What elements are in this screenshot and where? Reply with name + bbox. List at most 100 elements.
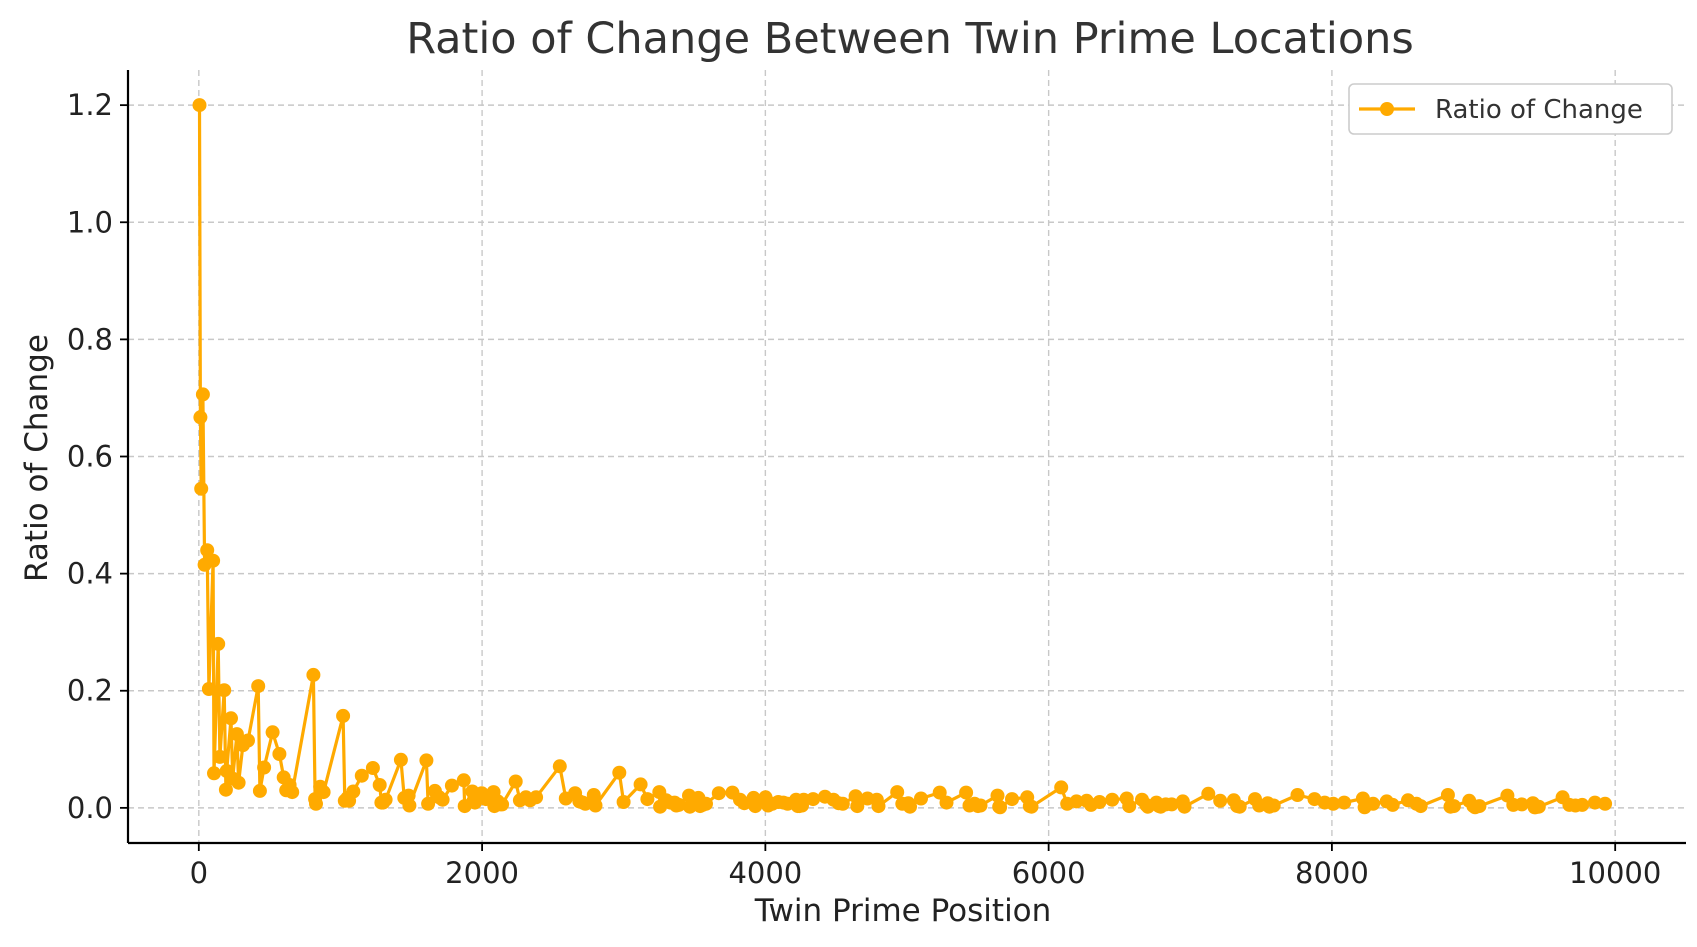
data-point	[1446, 799, 1461, 814]
data-point	[354, 768, 369, 783]
data-point	[285, 785, 300, 800]
data-point	[1122, 799, 1137, 814]
data-point	[201, 682, 216, 696]
legend: Ratio of Change	[1348, 83, 1673, 135]
y-tick-label: 0.6	[67, 440, 113, 474]
data-point	[1587, 795, 1602, 810]
data-point	[421, 796, 436, 811]
data-point	[508, 774, 523, 789]
data-point	[192, 98, 207, 113]
data-point	[993, 800, 1008, 815]
data-point	[612, 765, 627, 780]
data-point	[1005, 792, 1019, 807]
data-point	[640, 792, 655, 807]
data-point	[316, 785, 331, 800]
data-point	[224, 711, 238, 726]
data-point	[588, 798, 603, 813]
y-tick-label: 1.2	[67, 88, 113, 122]
data-point	[211, 636, 226, 651]
data-point	[1337, 795, 1352, 810]
x-tick-label: 4000	[728, 856, 802, 890]
data-point	[671, 797, 686, 812]
data-point	[217, 683, 232, 698]
data-point	[336, 708, 351, 723]
y-tick-label: 0.4	[67, 557, 113, 591]
data-point	[1413, 799, 1428, 814]
x-tick-label: 2000	[445, 856, 519, 890]
data-point	[1366, 796, 1381, 811]
data-point	[973, 798, 988, 813]
data-point	[365, 761, 380, 775]
data-point	[990, 788, 1005, 803]
data-point	[435, 792, 450, 807]
data-point	[402, 798, 417, 813]
data-point	[251, 679, 266, 694]
data-point	[495, 797, 510, 812]
data-point	[890, 785, 905, 800]
data-point	[699, 796, 713, 811]
y-tick-label: 0.2	[67, 674, 113, 708]
data-point	[207, 766, 221, 781]
data-point	[1266, 798, 1281, 813]
data-series	[192, 98, 1613, 815]
data-point	[586, 788, 601, 802]
data-point	[456, 773, 471, 788]
data-point	[1531, 799, 1546, 814]
data-point	[616, 795, 631, 809]
y-tick-label: 1.0	[67, 205, 113, 239]
data-point	[871, 799, 886, 814]
data-point	[959, 785, 974, 800]
data-point	[212, 749, 227, 764]
data-point	[346, 784, 361, 799]
data-point	[552, 759, 567, 774]
data-point	[914, 791, 928, 806]
x-tick-label: 0	[190, 856, 208, 890]
x-tick-label: 6000	[1012, 856, 1086, 890]
x-tick-label: 10000	[1569, 856, 1661, 890]
data-point	[1069, 794, 1084, 809]
data-point	[193, 410, 208, 425]
y-axis-label: Ratio of Change	[19, 334, 55, 582]
data-point	[1213, 793, 1228, 808]
data-point	[529, 790, 544, 805]
x-axis-label: Twin Prime Position	[754, 893, 1052, 929]
data-point	[682, 799, 697, 814]
legend-label: Ratio of Change	[1435, 95, 1643, 125]
data-point	[265, 725, 280, 740]
data-point	[1164, 797, 1179, 812]
data-point	[939, 795, 954, 810]
data-point	[444, 778, 459, 793]
data-point	[932, 785, 947, 800]
data-point	[272, 747, 287, 761]
data-point	[1024, 799, 1039, 814]
data-point	[1105, 792, 1120, 807]
chart-title: Ratio of Change Between Twin Prime Locat…	[406, 14, 1414, 64]
data-point	[748, 799, 763, 814]
axis-ticks: 0 2000 4000 6000 8000 10000 0.0 0.2 0.4 0.6 0.8 1.0…	[67, 88, 1661, 890]
legend-box	[1348, 83, 1673, 135]
data-point	[252, 783, 267, 798]
x-tick-label: 8000	[1295, 856, 1369, 890]
data-point	[241, 733, 255, 748]
data-point	[419, 753, 434, 768]
data-point	[218, 782, 233, 797]
data-point	[711, 786, 726, 801]
data-point	[200, 543, 215, 558]
data-point	[633, 777, 648, 792]
legend-marker-swatch	[1380, 102, 1394, 116]
data-point	[309, 796, 323, 811]
y-tick-label: 0.8	[67, 322, 113, 356]
data-point	[1290, 788, 1305, 802]
data-point	[257, 760, 272, 775]
data-point	[372, 778, 387, 792]
grid	[128, 70, 1686, 843]
data-point	[1092, 795, 1107, 809]
data-point	[306, 667, 321, 682]
data-point	[1232, 799, 1247, 814]
data-point	[1514, 797, 1529, 812]
data-point	[835, 796, 850, 811]
data-point	[806, 792, 821, 807]
data-point	[1598, 796, 1613, 811]
data-point	[1326, 796, 1341, 811]
data-point	[1575, 797, 1590, 812]
